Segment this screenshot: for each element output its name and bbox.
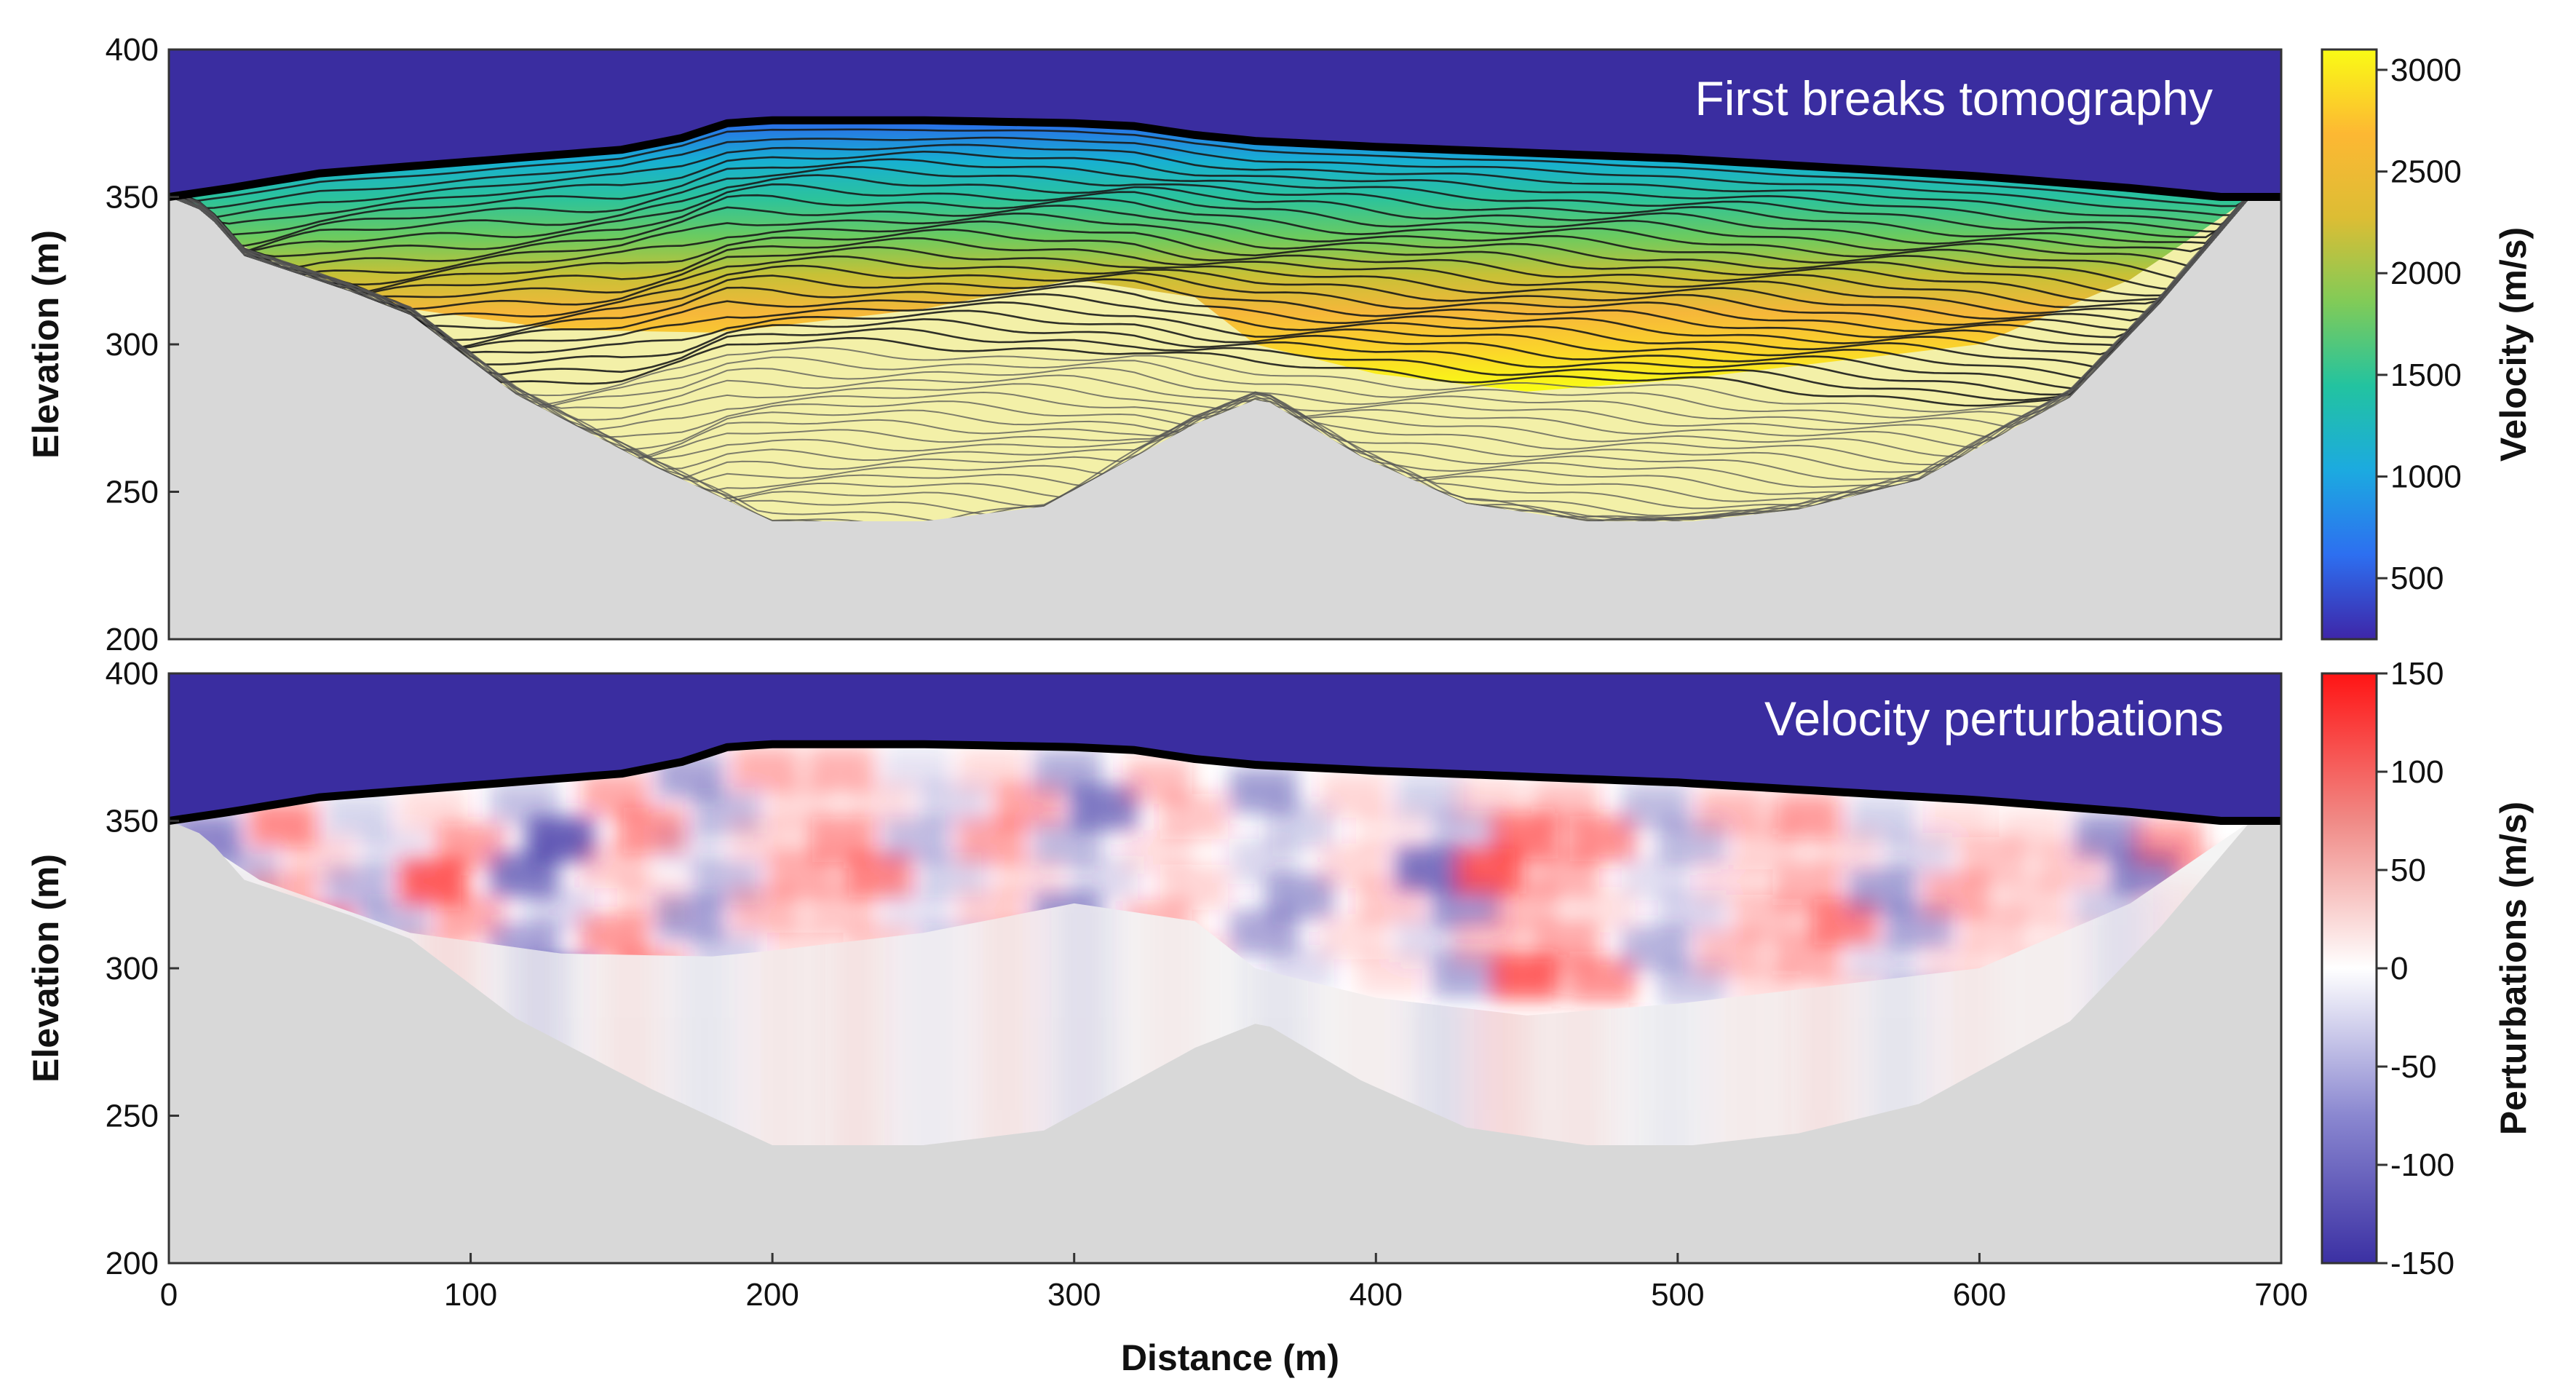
contour-line (169, 183, 2251, 268)
colorbar-velocity: 500 1000 1500 2000 2500 3000 Velocity (m/s) (2321, 48, 2534, 641)
contour-line (169, 189, 2251, 370)
contour-line (169, 189, 2251, 381)
colorbar-ticks: 500 1000 1500 2000 2500 3000 (2377, 52, 2462, 596)
y-axis-label: Elevation (m) (25, 230, 66, 459)
contour-line (169, 194, 2251, 356)
panel-title: First breaks tomography (1695, 71, 2213, 125)
contour-line (169, 193, 2251, 396)
colorbar-ticks: -150 -100 -50 0 50 100 150 (2377, 656, 2454, 1281)
contour-line (169, 150, 2251, 233)
panel-velocity: First breaks tomography 200250300350400 … (25, 32, 2283, 657)
x-tick-label: 400 (1350, 1277, 1403, 1313)
x-tick-label: 300 (1047, 1277, 1101, 1313)
contour-line (169, 174, 2251, 253)
y-axis-ticks: 200 250 300 350 400 (106, 32, 179, 657)
colorbar-label: Velocity (m/s) (2493, 227, 2534, 462)
x-axis-label: Distance (m) (1121, 1337, 1339, 1378)
y-tick-label: 350 (106, 804, 159, 839)
contour-line (169, 191, 2251, 302)
colorbar-gradient (2321, 48, 2378, 641)
y-tick-label: 200 (106, 622, 159, 657)
contour-line (169, 191, 2251, 322)
y-tick-label: 400 (106, 656, 159, 692)
y-tick-label: 250 (106, 1099, 159, 1134)
colorbar-tick-label: 50 (2390, 853, 2426, 888)
y-tick-label: 250 (106, 475, 159, 510)
contour-line (169, 194, 2251, 309)
y-tick-label: 350 (106, 180, 159, 215)
contour-line (169, 188, 2251, 297)
contour-line (169, 143, 2251, 226)
topographic-surface-line (169, 740, 2281, 825)
y-tick-label: 300 (106, 327, 159, 363)
contour-line (169, 194, 2251, 390)
colorbar-tick-label: -50 (2390, 1049, 2437, 1085)
contour-line (169, 136, 2251, 216)
colorbar-tick-label: 1500 (2390, 357, 2462, 393)
contour-line (169, 195, 2251, 407)
contour-line (169, 190, 2251, 315)
colorbar-tick-label: 2000 (2390, 256, 2462, 291)
y-tick-label: 300 (106, 951, 159, 986)
x-tick-label: 700 (2254, 1277, 2307, 1313)
contour-line (169, 191, 2251, 401)
y-tick-label: 200 (106, 1246, 159, 1281)
isovelocity-contours (169, 128, 2251, 521)
contour-line (169, 197, 2251, 331)
colorbar-tick-label: 1000 (2390, 459, 2462, 495)
x-tick-label: 600 (1953, 1277, 2006, 1313)
topographic-surface-line (169, 116, 2281, 201)
colorbar-perturbations: -150 -100 -50 0 50 100 150 Perturbations (m/s) (2321, 656, 2534, 1281)
panel-title: Velocity perturbations (1764, 692, 2224, 746)
y-axis-ticks: 200 250 300 350 400 (106, 656, 179, 1281)
colorbar-tick-label: 3000 (2390, 52, 2462, 88)
contour-line (169, 128, 2251, 207)
panel-perturbations: Velocity perturbations 200 250 300 350 400 0… (25, 656, 2308, 1378)
colorbar-tick-label: 0 (2390, 951, 2408, 986)
contour-line (169, 189, 2251, 449)
colorbar-tick-label: 150 (2390, 656, 2444, 692)
y-tick-label: 400 (106, 32, 159, 68)
x-axis-ticks: 0 100 200 300 400 500 600 700 (160, 1253, 2308, 1313)
x-tick-label: 0 (160, 1277, 178, 1313)
colorbar-gradient (2321, 672, 2378, 1265)
colorbar-label: Perturbations (m/s) (2493, 802, 2534, 1135)
contour-line (169, 158, 2251, 239)
y-axis-label: Elevation (m) (25, 854, 66, 1083)
colorbar-tick-label: 100 (2390, 754, 2444, 790)
colorbar-tick-label: 2500 (2390, 154, 2462, 190)
x-tick-label: 500 (1651, 1277, 1704, 1313)
contour-line (169, 165, 2251, 247)
perturbation-column-weak (976, 879, 1037, 1145)
colorbar-tick-label: -150 (2390, 1246, 2454, 1281)
x-tick-label: 100 (444, 1277, 497, 1313)
contour-line (169, 199, 2251, 347)
contour-line (169, 194, 2251, 280)
x-tick-label: 200 (745, 1277, 798, 1313)
contour-line (169, 199, 2251, 339)
colorbar-tick-label: -100 (2390, 1147, 2454, 1183)
contour-line (169, 191, 2251, 291)
colorbar-tick-label: 500 (2390, 561, 2444, 596)
